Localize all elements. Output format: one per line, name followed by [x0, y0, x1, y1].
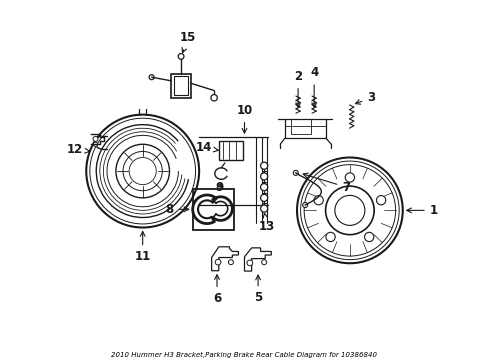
Text: 11: 11	[134, 231, 150, 263]
Bar	[171, 73, 190, 98]
Text: 4: 4	[309, 66, 318, 107]
Text: 10: 10	[236, 104, 252, 133]
Circle shape	[260, 162, 267, 169]
Circle shape	[261, 260, 266, 265]
Text: 14: 14	[195, 141, 218, 154]
Text: 7: 7	[303, 173, 350, 194]
Bar	[219, 141, 242, 160]
Circle shape	[215, 259, 221, 265]
Text: 13: 13	[258, 213, 275, 233]
Circle shape	[313, 195, 323, 205]
Text: 2010 Hummer H3 Bracket,Parking Brake Rear Cable Diagram for 10386840: 2010 Hummer H3 Bracket,Parking Brake Rea…	[111, 352, 377, 358]
Circle shape	[93, 136, 98, 141]
Text: 9: 9	[215, 181, 223, 194]
Text: 1: 1	[406, 204, 437, 217]
Text: 6: 6	[212, 275, 221, 305]
Circle shape	[228, 260, 233, 265]
Circle shape	[302, 203, 307, 207]
Circle shape	[325, 232, 334, 242]
Circle shape	[260, 205, 267, 212]
Bar	[174, 76, 188, 95]
Text: 2: 2	[293, 70, 302, 107]
Circle shape	[260, 173, 267, 180]
Text: 5: 5	[253, 275, 262, 305]
Bar	[192, 189, 233, 230]
Circle shape	[246, 260, 252, 266]
Text: 12: 12	[66, 143, 89, 156]
Text: 8: 8	[165, 203, 188, 216]
Bar	[290, 119, 310, 134]
Circle shape	[376, 195, 385, 205]
Circle shape	[293, 170, 298, 175]
Circle shape	[364, 232, 373, 242]
Circle shape	[260, 194, 267, 202]
Text: 3: 3	[355, 91, 375, 104]
Circle shape	[260, 184, 267, 191]
Circle shape	[345, 173, 354, 182]
Bar	[285, 118, 325, 138]
Text: 15: 15	[180, 31, 196, 53]
Circle shape	[93, 142, 98, 147]
